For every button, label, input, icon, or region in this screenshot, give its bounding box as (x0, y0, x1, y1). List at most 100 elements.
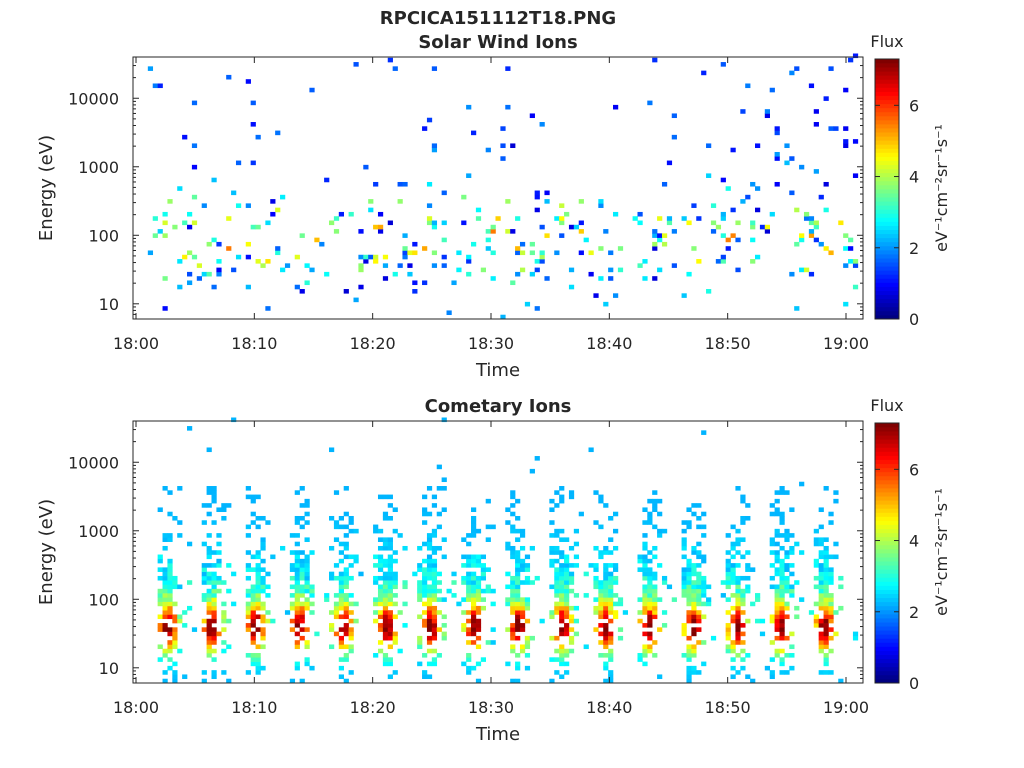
heatmap-cell (162, 597, 168, 602)
heatmap-cell (568, 635, 575, 641)
heatmap-cell (515, 610, 521, 615)
heatmap-cell (789, 653, 795, 658)
heatmap-cell (843, 263, 849, 268)
heatmap-cell (740, 520, 746, 525)
heatmap-cell (471, 241, 477, 247)
heatmap-cell (696, 610, 702, 615)
heatmap-cell (666, 160, 673, 166)
heatmap-cell (206, 648, 212, 654)
heatmap-cell (598, 605, 604, 611)
heatmap-cell (818, 584, 824, 590)
heatmap-cell (333, 490, 340, 495)
heatmap-cell (769, 563, 775, 568)
heatmap-cell (162, 670, 168, 675)
colorbar-segment (875, 140, 899, 145)
heatmap-cell (304, 657, 310, 662)
heatmap-cell (603, 601, 609, 607)
heatmap-cell (588, 447, 594, 453)
heatmap-cell (539, 254, 545, 260)
heatmap-cell (387, 588, 393, 594)
heatmap-cell (338, 640, 344, 645)
heatmap-cell (740, 601, 746, 607)
heatmap-cell (373, 254, 379, 260)
heatmap-cell (735, 537, 741, 542)
heatmap-cell (402, 246, 408, 251)
heatmap-cell (431, 563, 438, 568)
heatmap-cell (779, 490, 785, 495)
heatmap-cell (701, 588, 707, 594)
heatmap-cell (554, 593, 560, 598)
heatmap-cell (529, 580, 535, 585)
heatmap-cell (652, 597, 658, 602)
heatmap-cell (471, 584, 477, 590)
heatmap-cell (162, 537, 168, 542)
heatmap-cell (343, 580, 349, 585)
heatmap-cell (823, 610, 829, 615)
x-tick-label: 18:30 (468, 334, 514, 353)
y-tick-label: 10 (99, 295, 119, 314)
heatmap-cell (216, 541, 222, 547)
heatmap-cell (152, 233, 158, 238)
heatmap-cell (407, 271, 413, 277)
heatmap-cell (730, 605, 736, 611)
heatmap-cell (304, 605, 310, 611)
colorbar-segment (875, 67, 899, 72)
heatmap-cell (255, 644, 261, 650)
heatmap-cell (466, 588, 472, 594)
heatmap-cell (515, 653, 521, 658)
heatmap-cell (377, 554, 384, 560)
colorbar-segment (875, 286, 899, 291)
heatmap-cell (392, 507, 398, 513)
heatmap-cell (471, 515, 477, 521)
heatmap-cell (524, 567, 531, 572)
heatmap-cell (515, 580, 521, 585)
heatmap-cell (735, 653, 741, 658)
heatmap-cell (329, 515, 335, 521)
heatmap-cell (211, 575, 217, 581)
heatmap-cell (632, 216, 638, 221)
heatmap-cell (162, 584, 168, 590)
heatmap-cell (422, 601, 428, 607)
colorbar-segment (875, 642, 899, 647)
heatmap-cell (441, 537, 447, 542)
heatmap-cell (392, 550, 398, 555)
heatmap-cell (774, 588, 780, 594)
heatmap-cell (818, 640, 824, 645)
y-tick-label: 10000 (68, 453, 119, 472)
heatmap-cell (187, 541, 193, 547)
heatmap-cell (382, 584, 389, 590)
heatmap-cell (392, 584, 398, 590)
heatmap-cell (686, 635, 692, 641)
heatmap-cell (475, 627, 482, 632)
heatmap-cell (813, 623, 819, 628)
heatmap-cell (265, 593, 271, 598)
heatmap-cell (201, 567, 207, 572)
heatmap-cell (784, 143, 790, 149)
colorbar-segment (875, 423, 899, 428)
heatmap-cell (779, 486, 785, 491)
heatmap-cell (735, 593, 741, 598)
heatmap-cell (260, 580, 266, 585)
heatmap-cell (426, 220, 433, 226)
heatmap-cell (647, 605, 653, 611)
heatmap-cell (564, 593, 570, 598)
heatmap-cell (691, 648, 697, 654)
heatmap-cell (608, 640, 614, 645)
heatmap-cell (343, 623, 349, 628)
heatmap-cell (441, 507, 447, 513)
heatmap-cell (730, 233, 736, 238)
heatmap-cell (691, 597, 697, 602)
heatmap-cell (764, 224, 770, 230)
heatmap-cell (598, 593, 604, 598)
heatmap-cell (505, 584, 511, 590)
heatmap-cell (461, 220, 467, 226)
heatmap-cell (245, 254, 251, 260)
heatmap-cell (789, 644, 795, 650)
heatmap-cell (603, 623, 609, 628)
heatmap-cell (206, 610, 212, 615)
heatmap-cell (377, 575, 384, 581)
colorbar-segment (875, 427, 899, 432)
heatmap-cell (691, 614, 697, 620)
heatmap-cell (471, 610, 477, 615)
heatmap-cell (515, 558, 521, 564)
